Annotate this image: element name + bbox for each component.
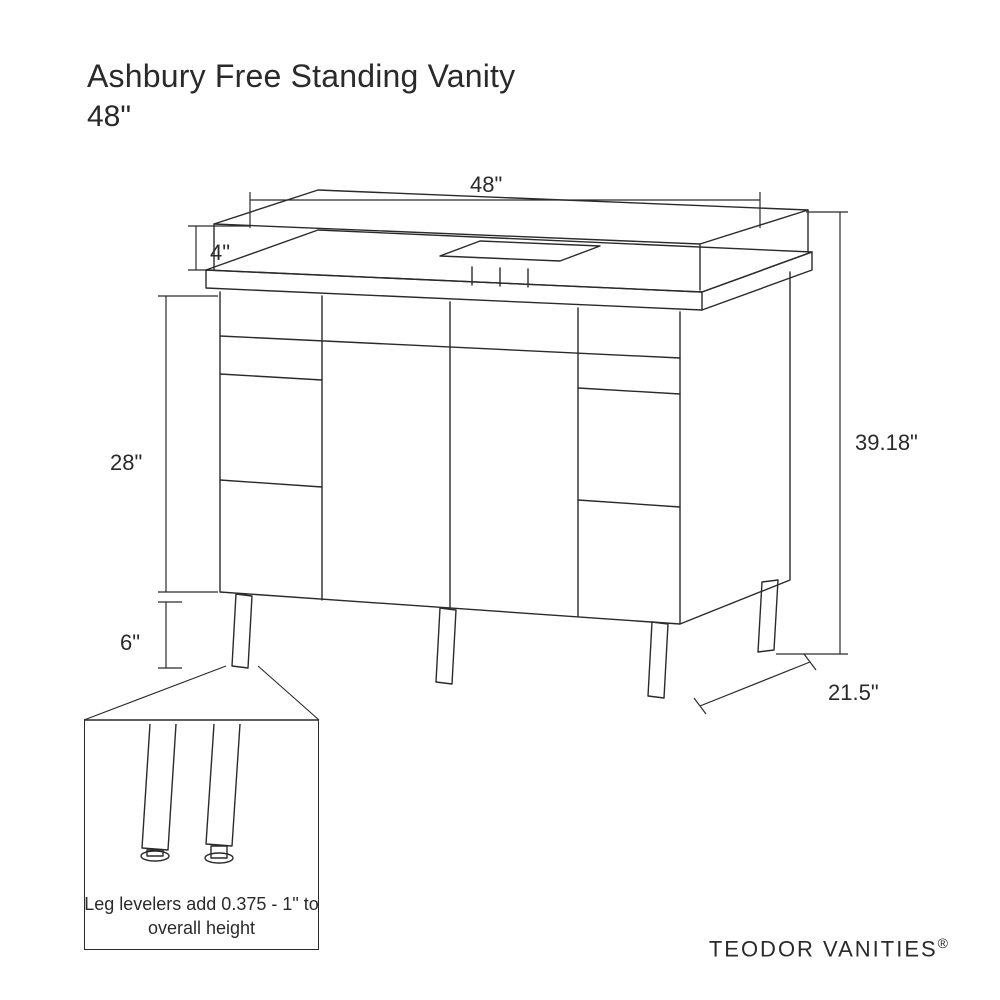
diagram-canvas: Ashbury Free Standing Vanity 48" 48" 4" … [0,0,1000,1000]
vanity-line-drawing [0,0,1000,1000]
